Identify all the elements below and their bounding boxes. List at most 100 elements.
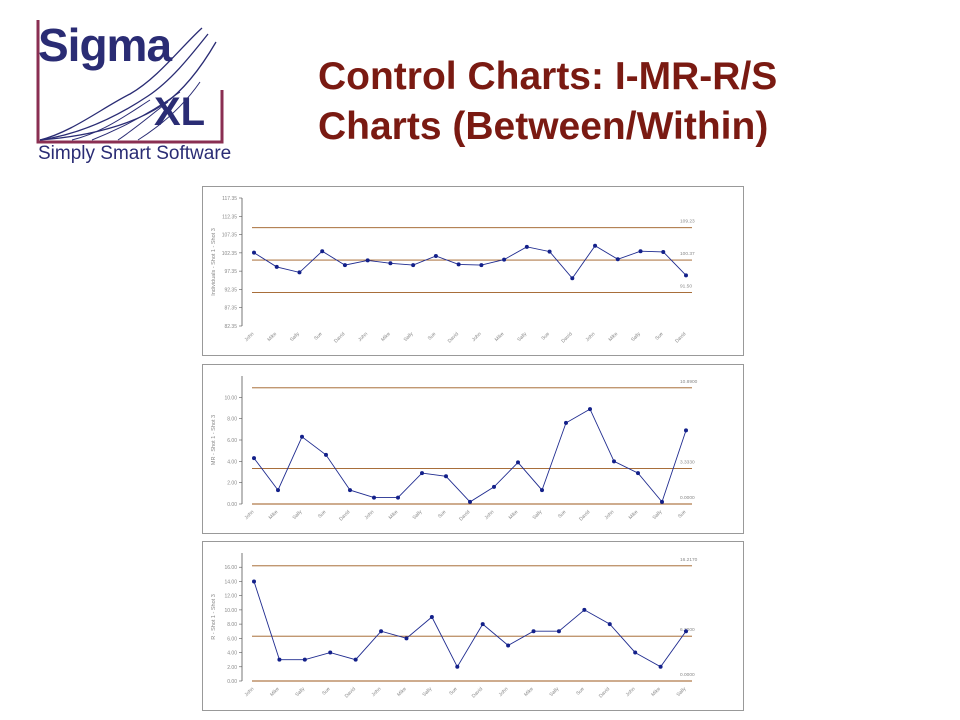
data-point	[252, 250, 256, 255]
control-limit-label: 10.8900	[680, 379, 698, 385]
y-tick-label: 102.35	[222, 251, 238, 257]
y-tick-label: 87.35	[224, 306, 237, 312]
x-tick-label: Mike	[523, 686, 535, 698]
y-axis-label: MR - Shot 1 - Shot 3	[211, 415, 217, 465]
y-tick-label: 10.00	[224, 608, 237, 614]
data-point	[531, 629, 536, 634]
y-tick-label: 4.00	[227, 651, 237, 657]
data-point	[372, 495, 376, 500]
data-series-line	[253, 581, 687, 668]
control-limit-label: 109.23	[680, 219, 695, 225]
y-tick-label: 10.00	[224, 395, 237, 401]
x-tick-label: Sue	[448, 686, 459, 697]
logo-xl-text: XL	[154, 90, 206, 134]
data-point	[433, 253, 438, 258]
data-point	[365, 258, 370, 263]
data-point	[612, 459, 616, 464]
x-tick-label: Sue	[437, 509, 448, 520]
data-point	[547, 249, 552, 254]
data-point	[479, 263, 484, 268]
y-tick-label: 16.00	[224, 565, 237, 571]
data-point	[506, 643, 511, 648]
data-point	[468, 499, 472, 504]
data-point	[492, 484, 496, 489]
logo-tagline: Simply Smart Software	[38, 143, 232, 164]
data-point	[661, 249, 666, 254]
moving-range-chart: 10.00 8.00 6.00 4.00 2.00 0.00 MR - Shot 1 - S…	[202, 364, 744, 534]
data-point	[455, 664, 460, 669]
individuals-chart: 117.35 112.35 107.35 102.35 97.35 92.35 87.35 8…	[202, 186, 744, 356]
data-point	[353, 657, 358, 662]
y-tick-label: 6.00	[227, 636, 237, 642]
x-tick-label: Sue	[540, 331, 551, 342]
control-limit-label: 100.37	[680, 251, 695, 257]
data-point	[429, 615, 434, 619]
x-tick-label: Mike	[628, 509, 640, 521]
data-point	[607, 622, 612, 627]
data-point	[379, 629, 384, 634]
data-point	[276, 488, 280, 493]
data-series-line	[253, 245, 687, 280]
y-tick-label: 8.00	[227, 622, 237, 628]
data-point	[456, 262, 461, 267]
data-point	[684, 629, 688, 634]
x-tick-label: Sue	[427, 331, 438, 342]
y-tick-label: 8.00	[227, 417, 237, 423]
sigmaxl-logo: Sigma XL Simply Smart Software	[32, 12, 232, 172]
data-point	[252, 456, 256, 461]
x-tick-label: Sue	[317, 509, 328, 520]
data-point	[556, 629, 561, 634]
data-point	[570, 276, 575, 281]
y-tick-label: 117.35	[222, 196, 237, 202]
x-tick-label: Sue	[321, 686, 332, 697]
x-tick-label: Mike	[607, 331, 619, 343]
x-tick-label: Mike	[266, 331, 278, 343]
data-point	[633, 650, 638, 655]
data-point	[502, 257, 507, 262]
x-tick-label: Mike	[650, 686, 662, 698]
data-point	[564, 420, 568, 425]
data-point	[342, 263, 347, 268]
logo-sigma-text: Sigma	[38, 19, 172, 71]
y-axis-label: Individuals - Shot 1 - Shot 3	[211, 228, 217, 296]
data-point	[396, 495, 400, 500]
logo-curve-5	[117, 81, 201, 141]
x-tick-label: Mike	[494, 331, 506, 343]
slide-title-line-1: Control Charts: I-MR-R/S	[318, 55, 778, 98]
data-point	[593, 243, 598, 248]
x-tick-label: Sue	[575, 686, 586, 697]
data-point	[540, 488, 544, 493]
x-tick-label: Mike	[508, 509, 520, 521]
y-tick-label: 2.00	[227, 665, 237, 671]
x-tick-label: Mike	[269, 686, 281, 698]
slide-title: Control Charts: I-MR-R/S Charts (Between…	[318, 52, 777, 152]
data-point	[328, 650, 333, 655]
data-point	[302, 657, 307, 662]
control-limit-label: 0.0000	[680, 495, 695, 501]
y-tick-label: 14.00	[224, 579, 237, 585]
x-tick-label: Mike	[388, 509, 400, 521]
chart-svg: 117.35 112.35 107.35 102.35 97.35 92.35 87.35 8…	[202, 186, 744, 356]
y-tick-label: 97.35	[224, 269, 237, 275]
data-point	[252, 579, 256, 584]
data-point	[516, 460, 520, 465]
data-point	[404, 636, 409, 641]
chart-svg: 10.00 8.00 6.00 4.00 2.00 0.00 MR - Shot 1 - S…	[202, 364, 744, 534]
logo-graphic	[36, 20, 224, 144]
y-tick-label: 0.00	[227, 679, 237, 685]
data-point	[524, 244, 529, 249]
data-point	[420, 471, 424, 476]
data-point	[277, 657, 282, 662]
x-tick-label: Mike	[396, 686, 408, 698]
data-point	[444, 474, 448, 479]
data-point	[684, 273, 688, 278]
x-tick-label: Sue	[677, 509, 688, 520]
y-axis-label: R - Shot 1 - Shot 3	[211, 594, 217, 640]
data-point	[582, 607, 587, 612]
logo-curve-4	[71, 91, 181, 141]
data-point	[684, 428, 688, 433]
y-tick-label: 82.35	[224, 324, 237, 330]
x-tick-label: Mike	[380, 331, 392, 343]
x-tick-label: Sue	[557, 509, 568, 520]
chart-frame	[202, 541, 744, 711]
